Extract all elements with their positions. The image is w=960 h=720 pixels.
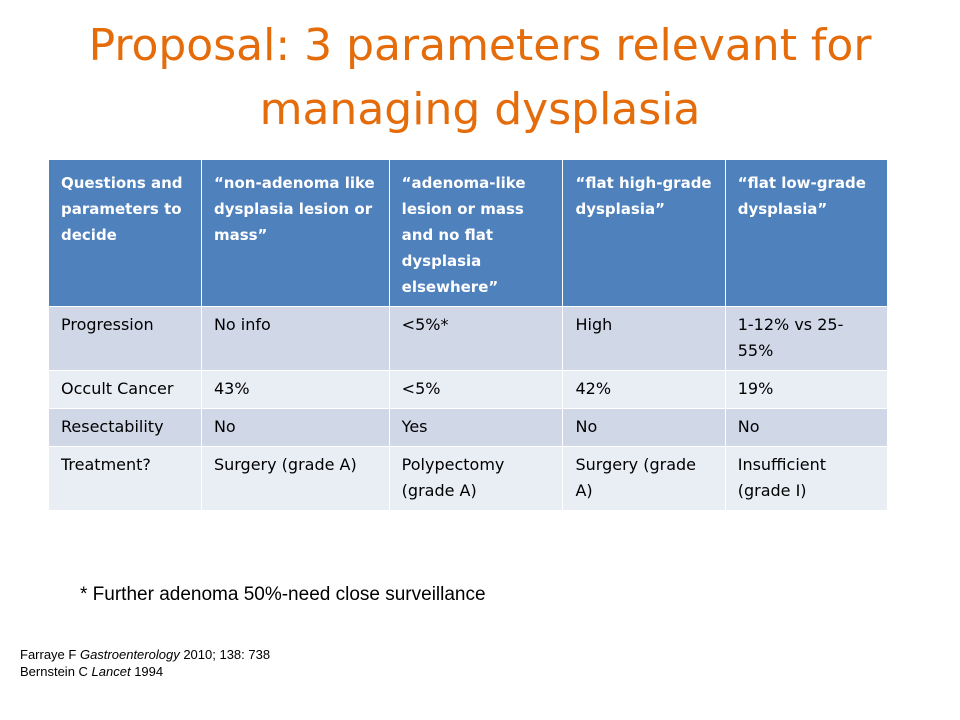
row-label: Occult Cancer bbox=[48, 370, 202, 409]
row-label: Treatment? bbox=[48, 446, 202, 511]
table-cell: 42% bbox=[562, 370, 726, 409]
table-cell: No info bbox=[200, 306, 390, 371]
table-cell: Polypectomy (grade A) bbox=[388, 446, 564, 511]
slide-title: Proposal: 3 parameters relevant for mana… bbox=[88, 20, 872, 135]
table-row-resectability: Resectability No Yes No No bbox=[48, 408, 889, 447]
table-cell: 1-12% vs 25-55% bbox=[724, 306, 889, 371]
reference-details: 1994 bbox=[130, 664, 164, 679]
table-cell: 19% bbox=[724, 370, 889, 409]
references: Farraye F Gastroenterology 2010; 138: 73… bbox=[20, 646, 270, 680]
table-cell: <5%* bbox=[388, 306, 564, 371]
reference-author: Farraye F bbox=[20, 647, 80, 662]
reference-author: Bernstein C bbox=[20, 664, 92, 679]
table-cell: No bbox=[562, 408, 726, 447]
table-header-row: Questions and parameters to decide “non-… bbox=[48, 159, 889, 307]
header-adenoma-like: “adenoma-like lesion or mass and no flat… bbox=[388, 159, 564, 307]
header-flat-low-grade: “flat low-grade dysplasia” bbox=[724, 159, 889, 307]
table-row-progression: Progression No info <5%* High 1-12% vs 2… bbox=[48, 306, 889, 371]
header-non-adenoma: “non-adenoma like dysplasia lesion or ma… bbox=[200, 159, 390, 307]
table-cell: Yes bbox=[388, 408, 564, 447]
footnote: * Further adenoma 50%-need close surveil… bbox=[80, 584, 486, 605]
dysplasia-table: Questions and parameters to decide “non-… bbox=[48, 159, 889, 511]
table-cell: Surgery (grade A) bbox=[562, 446, 726, 511]
row-label: Resectability bbox=[48, 408, 202, 447]
header-flat-high-grade: “flat high-grade dysplasia” bbox=[562, 159, 726, 307]
row-label: Progression bbox=[48, 306, 202, 371]
table-cell: 43% bbox=[200, 370, 390, 409]
table-cell: No bbox=[200, 408, 390, 447]
reference-journal: Lancet bbox=[91, 664, 131, 679]
table-cell: Surgery (grade A) bbox=[200, 446, 390, 511]
table-cell: Insufficient (grade I) bbox=[724, 446, 889, 511]
table-cell: <5% bbox=[388, 370, 564, 409]
reference-bernstein: Bernstein C Lancet 1994 bbox=[20, 663, 270, 680]
reference-details: 2010; 138: 738 bbox=[179, 647, 271, 662]
reference-farraye: Farraye F Gastroenterology 2010; 138: 73… bbox=[20, 646, 270, 663]
table-cell: No bbox=[724, 408, 889, 447]
header-questions: Questions and parameters to decide bbox=[48, 159, 202, 307]
reference-journal: Gastroenterology bbox=[79, 647, 180, 662]
table-cell: High bbox=[562, 306, 726, 371]
table-row-occult-cancer: Occult Cancer 43% <5% 42% 19% bbox=[48, 370, 889, 409]
table-row-treatment: Treatment? Surgery (grade A) Polypectomy… bbox=[48, 446, 889, 511]
